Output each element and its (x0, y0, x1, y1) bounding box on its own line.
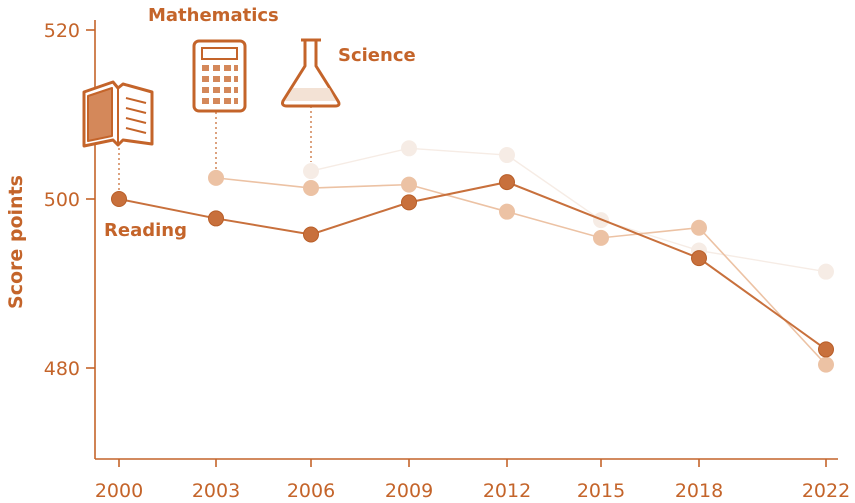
data-point-mathematics (499, 203, 515, 220)
x-tick-label: 2009 (385, 480, 433, 502)
series-label-science: Science (338, 45, 416, 66)
series-label-mathematics: Mathematics (148, 5, 279, 26)
x-tick-label: 2018 (675, 480, 723, 502)
data-point-mathematics (303, 180, 319, 197)
data-point-mathematics (401, 176, 417, 193)
y-tick-label: 500 (44, 189, 80, 211)
series-line-mathematics (215, 177, 827, 366)
series-label-reading: Reading (104, 220, 187, 241)
series-line-science (310, 147, 827, 273)
data-point-reading (818, 341, 834, 358)
data-point-mathematics (593, 229, 609, 246)
data-point-science (818, 263, 834, 280)
data-point-reading (303, 226, 319, 243)
data-point-mathematics (691, 219, 707, 236)
data-point-reading (111, 191, 127, 207)
x-tick-label: 2012 (483, 480, 531, 502)
x-tick-label: 2006 (287, 480, 335, 502)
data-point-mathematics (208, 169, 224, 186)
series-line-reading (118, 181, 827, 351)
data-point-reading (499, 174, 515, 191)
y-ticks: 480 500 520 (44, 20, 95, 380)
flask-icon (281, 38, 341, 108)
x-tick-label: 2003 (192, 480, 240, 502)
y-tick-label: 520 (44, 20, 80, 42)
data-point-mathematics (818, 356, 834, 373)
data-point-reading (208, 210, 224, 227)
data-point-reading (691, 250, 707, 267)
x-tick-label: 2022 (802, 480, 850, 502)
y-tick-label: 480 (44, 358, 80, 380)
data-point-science (303, 163, 319, 180)
calculator-icon (192, 39, 247, 113)
series-layer (111, 140, 834, 373)
y-axis-title: Score points (5, 175, 27, 309)
data-point-science (401, 140, 417, 157)
data-point-science (499, 147, 515, 164)
x-tick-label: 2000 (95, 480, 143, 502)
data-point-reading (401, 194, 417, 211)
x-tick-label: 2015 (577, 480, 625, 502)
book-icon (82, 80, 154, 148)
x-ticks: 2000 2003 2006 2009 2012 2015 2018 2022 (95, 459, 850, 502)
